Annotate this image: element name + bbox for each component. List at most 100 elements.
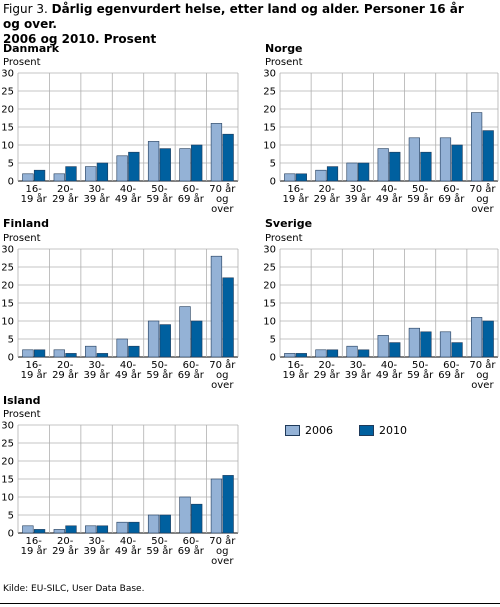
y-tick-label-sverige: 5 [270, 335, 276, 346]
bar-norge-2006-3 [377, 148, 389, 182]
y-tick-label-danmark: 30 [1, 69, 14, 80]
x-tick-label-sverige: 39 år [345, 368, 372, 381]
legend-swatch-2010 [359, 425, 374, 436]
x-tick-label-finland: 70 år [209, 358, 236, 371]
y-tick-label-norge: 0 [270, 177, 276, 188]
x-tick-label-danmark: 49 år [115, 192, 142, 205]
x-tick-label-sverige: 30- [350, 360, 367, 371]
bar-norge-2006-4 [408, 137, 420, 182]
bar-norge-2010-1 [326, 166, 339, 182]
y-tick-label-danmark: 15 [1, 123, 14, 134]
bar-sverige-2006-1 [315, 349, 327, 358]
y-tick-label-finland: 20 [1, 281, 14, 292]
bar-norge-2006-6 [471, 112, 483, 182]
bar-island-2006-6 [210, 478, 223, 534]
y-tick-label-sverige: 25 [263, 263, 276, 274]
bar-danmark-2010-1 [65, 166, 77, 182]
x-tick-label-finland: 40- [120, 360, 137, 371]
bar-danmark-2010-2 [96, 162, 109, 182]
bar-island-2006-5 [179, 496, 191, 534]
y-tick-label-danmark: 10 [1, 141, 14, 152]
x-tick-label-sverige: 40- [381, 360, 398, 371]
bar-finland-2010-6 [222, 277, 234, 358]
bar-norge-2010-5 [451, 144, 463, 182]
x-tick-label-norge: og [476, 194, 488, 205]
y-tick-label-sverige: 30 [263, 245, 276, 256]
bar-danmark-2006-0 [22, 173, 34, 182]
bar-sverige-2010-6 [482, 320, 494, 358]
bar-island-2010-3 [128, 521, 140, 534]
x-tick-label-norge: 69 år [438, 192, 465, 205]
x-tick-label-norge: 16- [287, 184, 304, 195]
bar-sverige-2006-2 [346, 345, 358, 358]
x-tick-label-danmark: 16- [26, 184, 43, 195]
bar-danmark-2006-4 [147, 141, 160, 182]
bar-norge-2006-1 [315, 169, 327, 182]
y-tick-label-finland: 5 [8, 335, 14, 346]
y-tick-label-finland: 15 [1, 299, 14, 310]
y-tick-label-norge: 30 [263, 69, 276, 80]
panel-title-danmark: Danmark [3, 42, 60, 55]
bar-finland-2006-3 [116, 338, 128, 358]
x-tick-label-norge: 60- [443, 184, 460, 195]
x-tick-label-island: og [216, 546, 228, 557]
x-tick-label-norge: 50- [412, 184, 429, 195]
y-tick-label-finland: 30 [1, 245, 14, 256]
y-tick-label-island: 5 [8, 511, 14, 522]
bar-finland-2006-0 [22, 349, 34, 358]
legend-swatch-2006 [285, 425, 300, 436]
source-note: Kilde: EU-SILC, User Data Base. [3, 584, 145, 594]
x-tick-label-finland: 20- [57, 360, 74, 371]
legend-item-2010: 2010 [359, 424, 407, 437]
bar-island-2010-4 [159, 514, 171, 534]
x-tick-label-island: 19 år [21, 544, 48, 557]
x-tick-label-island: 70 år [209, 534, 236, 547]
x-tick-label-island: 16- [26, 536, 43, 547]
y-tick-label-island: 0 [8, 529, 14, 540]
x-tick-label-danmark: 19 år [21, 192, 48, 205]
y-tick-label-sverige: 20 [263, 281, 276, 292]
bar-finland-2010-0 [33, 349, 46, 358]
y-tick-label-island: 10 [1, 493, 14, 504]
bar-island-2010-5 [191, 503, 203, 534]
x-tick-label-finland: og [216, 370, 228, 381]
bar-finland-2006-2 [85, 345, 97, 358]
x-tick-label-finland: over [211, 380, 234, 391]
x-tick-label-norge: 70 år [469, 182, 496, 195]
y-tick-label-norge: 10 [263, 141, 276, 152]
bar-sverige-2010-4 [420, 331, 432, 358]
bar-finland-2006-4 [147, 320, 160, 358]
bar-danmark-2010-4 [159, 148, 171, 182]
bar-sverige-2006-5 [439, 331, 452, 358]
x-tick-label-danmark: over [211, 204, 234, 215]
bar-sverige-2006-3 [377, 335, 389, 358]
y-tick-label-sverige: 15 [263, 299, 276, 310]
y-tick-label-danmark: 5 [8, 159, 14, 170]
x-tick-label-norge: 40- [381, 184, 398, 195]
bar-island-2006-0 [22, 525, 34, 534]
bar-danmark-2006-3 [116, 155, 128, 182]
bottom-rule [0, 603, 500, 604]
x-tick-label-island: 59 år [146, 544, 173, 557]
bar-island-2010-2 [96, 525, 109, 534]
x-tick-label-island: 60- [183, 536, 200, 547]
y-tick-label-island: 15 [1, 475, 14, 486]
bar-danmark-2010-3 [128, 151, 140, 182]
panel-ylabel-island: Prosent [3, 409, 41, 420]
bar-danmark-2006-2 [85, 166, 97, 182]
x-tick-label-finland: 39 år [83, 368, 110, 381]
x-tick-label-finland: 19 år [21, 368, 48, 381]
bar-finland-2006-6 [210, 255, 223, 358]
panel-ylabel-sverige: Prosent [265, 233, 303, 244]
bar-island-2006-1 [53, 529, 65, 534]
x-tick-label-island: 20- [57, 536, 74, 547]
x-tick-label-finland: 59 år [146, 368, 173, 381]
bar-danmark-2006-5 [179, 148, 191, 182]
bar-finland-2006-1 [53, 349, 65, 358]
x-tick-label-danmark: 59 år [146, 192, 173, 205]
bar-danmark-2006-6 [210, 123, 223, 182]
x-tick-label-sverige: 59 år [407, 368, 434, 381]
y-tick-label-finland: 10 [1, 317, 14, 328]
x-tick-label-sverige: 19 år [282, 368, 309, 381]
x-tick-label-island: over [211, 556, 234, 567]
